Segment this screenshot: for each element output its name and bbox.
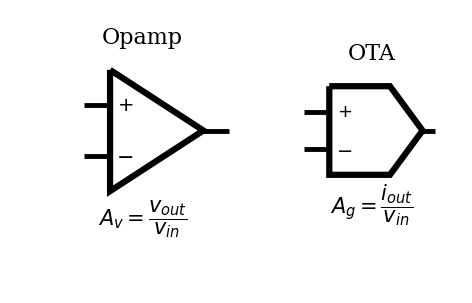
Text: $-$: $-$ xyxy=(117,146,134,166)
Text: $-$: $-$ xyxy=(336,140,352,159)
Text: OTA: OTA xyxy=(347,43,395,65)
Text: Opamp: Opamp xyxy=(102,27,183,49)
Text: $+$: $+$ xyxy=(117,95,133,115)
Text: $A_v = \dfrac{v_{out}}{v_{in}}$: $A_v = \dfrac{v_{out}}{v_{in}}$ xyxy=(98,198,187,240)
Text: $A_g = \dfrac{i_{out}}{v_{in}}$: $A_g = \dfrac{i_{out}}{v_{in}}$ xyxy=(329,182,413,228)
Text: $+$: $+$ xyxy=(337,103,352,121)
